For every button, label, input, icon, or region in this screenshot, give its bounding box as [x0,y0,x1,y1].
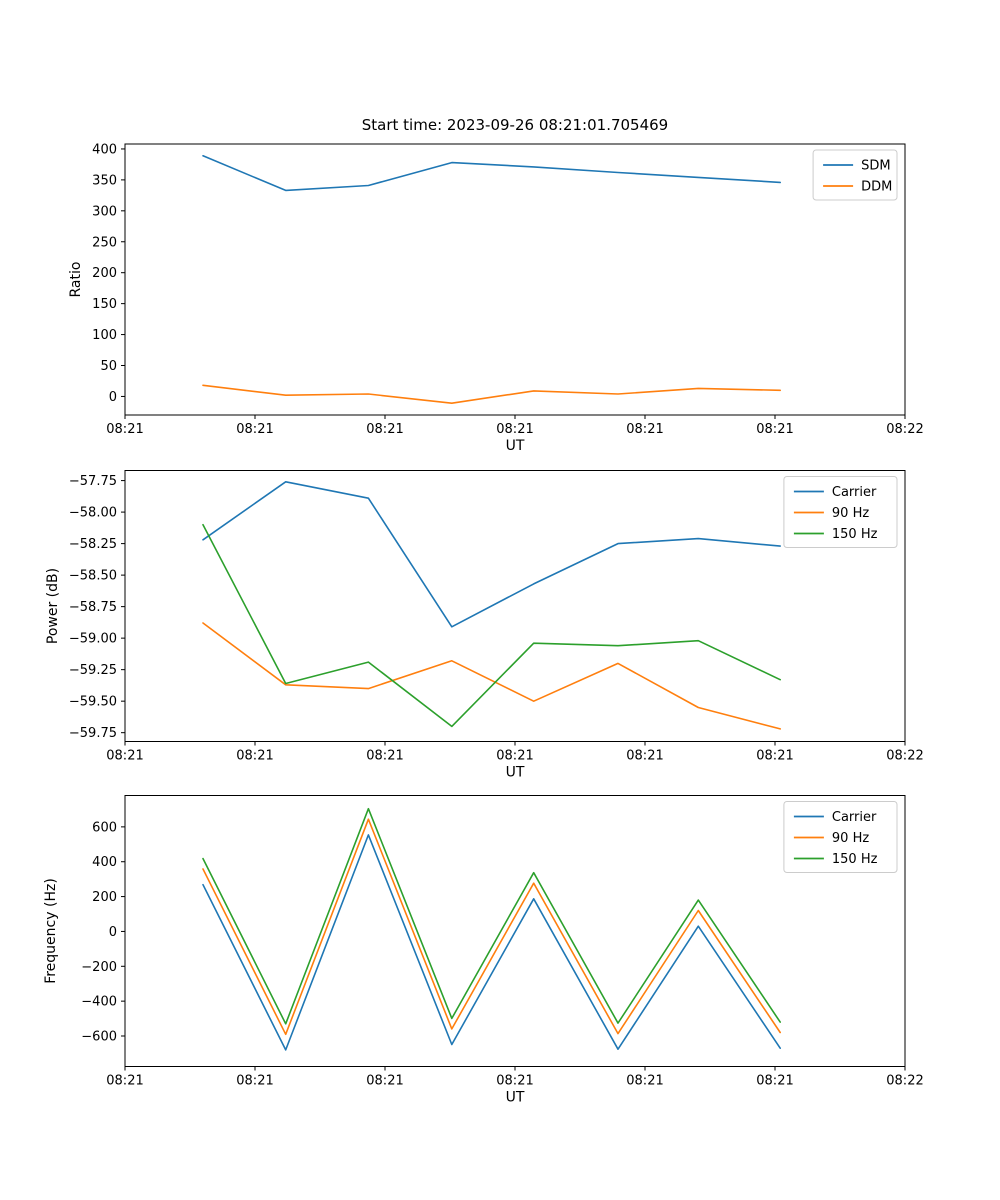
x-tick-label: 08:21 [756,1074,793,1089]
legend-label: 90 Hz [832,831,869,846]
y-tick-label: −400 [81,995,117,1010]
y-tick-label: −58.75 [69,600,117,615]
y-tick-label: 600 [92,820,117,835]
series-line-carrier [202,834,782,1051]
axes-frame [124,143,906,416]
legend-label: Carrier [832,485,877,500]
legend-label: 150 Hz [832,852,878,867]
y-tick-label: 300 [92,204,117,219]
y-tick-label: −57.75 [69,474,117,489]
y-tick-label: 400 [92,855,117,870]
series-line-150-hz [202,807,782,1025]
series-line-90-hz [202,622,782,730]
x-tick-label: 08:21 [496,422,533,437]
x-tick-label: 08:21 [236,749,273,764]
x-tick-label: 08:21 [626,749,663,764]
y-tick-label: −59.00 [69,632,117,647]
y-tick-label: 400 [92,142,117,157]
legend-box [783,476,898,548]
x-tick-label: 08:21 [236,1074,273,1089]
legend-box [783,801,898,873]
x-axis-label: UT [506,765,525,781]
legend-label: 90 Hz [832,506,869,521]
x-tick-label: 08:21 [106,1074,143,1089]
legend-label: DDM [861,180,892,195]
x-tick-label: 08:21 [496,1074,533,1089]
figure-title: Start time: 2023-09-26 08:21:01.705469 [362,116,668,134]
legend-label: 150 Hz [832,527,878,542]
y-tick-label: 200 [92,266,117,281]
x-tick-label: 08:21 [366,422,403,437]
series-line-ddm [202,384,782,405]
x-tick-label: 08:22 [886,749,923,764]
y-tick-label: 200 [92,890,117,905]
subplot-frequency: −600 −400 −200 0 200 400 600 08:21 08:21 08:21 08:… [43,795,924,1106]
subplot-ratio: 0 50 100 150 200 250 300 350 400 08:21 08:21 08:21 0… [68,142,924,454]
y-axis-label: Ratio [68,262,84,298]
series-line-carrier [202,480,782,628]
y-tick-label: −59.25 [69,663,117,678]
series-line-sdm [202,155,782,192]
y-tick-label: 350 [92,173,117,188]
x-tick-label: 08:21 [106,422,143,437]
y-tick-label: −58.00 [69,506,117,521]
y-tick-label: 250 [92,235,117,250]
x-tick-label: 08:22 [886,1074,923,1089]
x-tick-label: 08:21 [756,422,793,437]
y-tick-label: 0 [109,390,117,405]
x-tick-label: 08:21 [496,749,533,764]
x-tick-label: 08:22 [886,422,923,437]
y-axis-label: Power (dB) [45,568,61,644]
y-tick-label: −58.50 [69,569,117,584]
series-line-90-hz [202,818,782,1036]
series-line-150-hz [202,523,782,728]
legend-label: Carrier [832,810,877,825]
x-axis-label: UT [506,1090,525,1106]
x-tick-label: 08:21 [756,749,793,764]
y-tick-label: −600 [81,1030,117,1045]
legend-label: SDM [861,159,890,174]
x-tick-label: 08:21 [626,422,663,437]
y-tick-label: −59.75 [69,726,117,741]
y-tick-label: 150 [92,297,117,312]
x-tick-label: 08:21 [106,749,143,764]
legend-box [812,149,898,201]
y-tick-label: −59.50 [69,695,117,710]
x-axis-label: UT [506,438,525,454]
x-tick-label: 08:21 [366,1074,403,1089]
x-tick-label: 08:21 [366,749,403,764]
x-tick-label: 08:21 [626,1074,663,1089]
y-tick-label: −200 [81,960,117,975]
y-axis-label: Frequency (Hz) [43,878,59,984]
y-tick-label: 0 [109,925,117,940]
subplot-power: −59.75 −59.50 −59.25 −59.00 −58.75 −58.50 −58.… [45,470,924,781]
y-tick-label: 100 [92,328,117,343]
y-tick-label: 50 [100,359,117,374]
y-tick-label: −58.25 [69,537,117,552]
x-tick-label: 08:21 [236,422,273,437]
